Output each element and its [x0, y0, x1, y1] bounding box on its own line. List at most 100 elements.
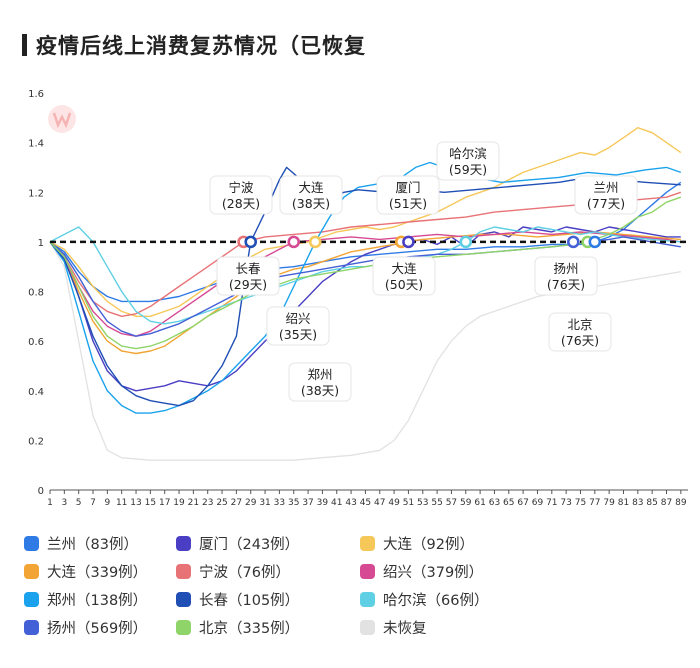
- legend-label: 大连（92例）: [383, 536, 474, 553]
- series-line: [49, 226, 681, 325]
- legend-item: 北京（335例）: [176, 618, 360, 637]
- x-tick-label: 51: [403, 498, 414, 508]
- x-tick-label: 13: [130, 498, 141, 508]
- callout-days-label: (76天): [547, 277, 585, 292]
- x-tick-label: 73: [560, 498, 571, 508]
- x-tick-label: 35: [288, 498, 299, 508]
- legend-swatch: [360, 563, 375, 579]
- legend-item: 厦门（243例）: [176, 534, 360, 553]
- legend-swatch: [176, 563, 191, 579]
- legend-swatch: [360, 619, 375, 635]
- x-tick-label: 21: [188, 498, 199, 508]
- y-tick-label: 1: [38, 238, 44, 249]
- callout-days-label: (28天): [222, 196, 260, 211]
- x-tick-label: 7: [90, 498, 96, 508]
- callout-box: [534, 256, 598, 296]
- x-tick-label: 23: [202, 498, 213, 508]
- x-tick-label: 65: [503, 498, 514, 508]
- legend-label: 哈尔滨（66例）: [383, 592, 489, 609]
- recovery-marker: [588, 235, 602, 249]
- callout-days-label: (38天): [292, 196, 330, 211]
- series-line: [49, 231, 681, 337]
- chart-legend: 兰州（83例） 厦门（243例） 大连（92例） 大连（339例） 宁波（76例） 绍兴（…: [24, 534, 684, 637]
- legend-item: 大连（339例）: [24, 562, 176, 581]
- x-tick-label: 83: [632, 498, 643, 508]
- x-tick-label: 87: [661, 498, 672, 508]
- legend-label: 兰州（83例）: [47, 536, 138, 553]
- x-tick-label: 61: [474, 498, 485, 508]
- y-tick-label: 1.6: [28, 89, 44, 100]
- x-tick-label: 5: [76, 498, 82, 508]
- x-tick-label: 55: [431, 498, 442, 508]
- legend-item: 长春（105例）: [176, 590, 360, 609]
- callout-days-label: (51天): [389, 196, 427, 211]
- series-line: [49, 191, 682, 317]
- y-tick-label: 0: [38, 486, 44, 497]
- legend-label: 大连（339例）: [47, 564, 148, 581]
- legend-item: 兰州（83例）: [24, 534, 176, 553]
- x-tick-label: 71: [546, 498, 557, 508]
- series-line: [49, 127, 682, 317]
- legend-item: 未恢复: [360, 618, 560, 637]
- recovery-marker: [459, 235, 473, 249]
- x-tick-label: 19: [173, 498, 185, 508]
- callout-city-label: 哈尔滨: [449, 146, 487, 161]
- legend-item: 宁波（76例）: [176, 562, 360, 581]
- callout-days-label: (77天): [587, 196, 625, 211]
- y-tick-label: 1.4: [28, 139, 44, 150]
- callout-box: [209, 175, 273, 215]
- callout-box: [574, 175, 638, 215]
- x-tick-label: 69: [532, 498, 544, 508]
- callout-box: [216, 256, 280, 296]
- x-tick-label: 3: [61, 498, 67, 508]
- x-tick-label: 31: [259, 498, 270, 508]
- series-line: [49, 226, 681, 392]
- x-tick-label: 1: [47, 498, 53, 508]
- x-tick-label: 63: [489, 498, 500, 508]
- x-tick-label: 81: [618, 498, 629, 508]
- callout-city-label: 厦门: [395, 180, 420, 195]
- legend-label: 厦门（243例）: [199, 536, 300, 553]
- legend-swatch: [176, 591, 191, 607]
- x-tick-label: 49: [388, 498, 400, 508]
- legend-swatch: [24, 591, 39, 607]
- legend-item: 绍兴（379例）: [360, 562, 560, 581]
- x-tick-label: 43: [345, 498, 356, 508]
- series-line: [49, 166, 681, 407]
- y-tick-label: 0.4: [28, 387, 44, 398]
- y-tick-label: 0.6: [28, 337, 44, 348]
- legend-swatch: [24, 535, 39, 551]
- legend-label: 郑州（138例）: [47, 592, 148, 609]
- callout-days-label: (35天): [279, 327, 317, 342]
- legend-label: 绍兴（379例）: [383, 564, 484, 581]
- callout-city-label: 大连: [391, 261, 417, 276]
- x-tick-label: 11: [116, 498, 127, 508]
- callout-box: [288, 362, 352, 402]
- legend-swatch: [176, 619, 191, 635]
- callout-city-label: 绍兴: [285, 311, 310, 326]
- legend-label: 北京（335例）: [199, 620, 300, 637]
- x-tick-label: 33: [274, 498, 285, 508]
- x-tick-label: 47: [374, 498, 385, 508]
- recovery-marker: [308, 235, 322, 249]
- x-tick-label: 75: [575, 498, 586, 508]
- series-line: [49, 231, 681, 355]
- y-tick-label: 0.8: [28, 288, 44, 299]
- legend-item: 大连（92例）: [360, 534, 560, 553]
- legend-label: 长春（105例）: [199, 592, 300, 609]
- callout-days-label: (29天): [229, 277, 267, 292]
- callout-box: [372, 256, 436, 296]
- y-tick-label: 1.2: [28, 188, 44, 199]
- chart-title: 疫情后线上消费复苏情况（已恢复: [36, 34, 366, 58]
- x-tick-label: 85: [646, 498, 657, 508]
- callout-box: [548, 312, 612, 352]
- recovery-marker: [567, 235, 580, 249]
- line-chart: 00.20.40.60.811.21.41.61 3 5 7 9 11 13 15 17 19 21…: [28, 89, 688, 508]
- legend-swatch: [360, 591, 375, 607]
- legend-label: 宁波（76例）: [199, 564, 290, 581]
- legend-label: 扬州（569例）: [47, 620, 148, 637]
- x-tick-label: 41: [331, 498, 342, 508]
- legend-item: 扬州（569例）: [24, 618, 176, 637]
- callout-days-label: (50天): [385, 277, 423, 292]
- x-tick-label: 89: [675, 498, 687, 508]
